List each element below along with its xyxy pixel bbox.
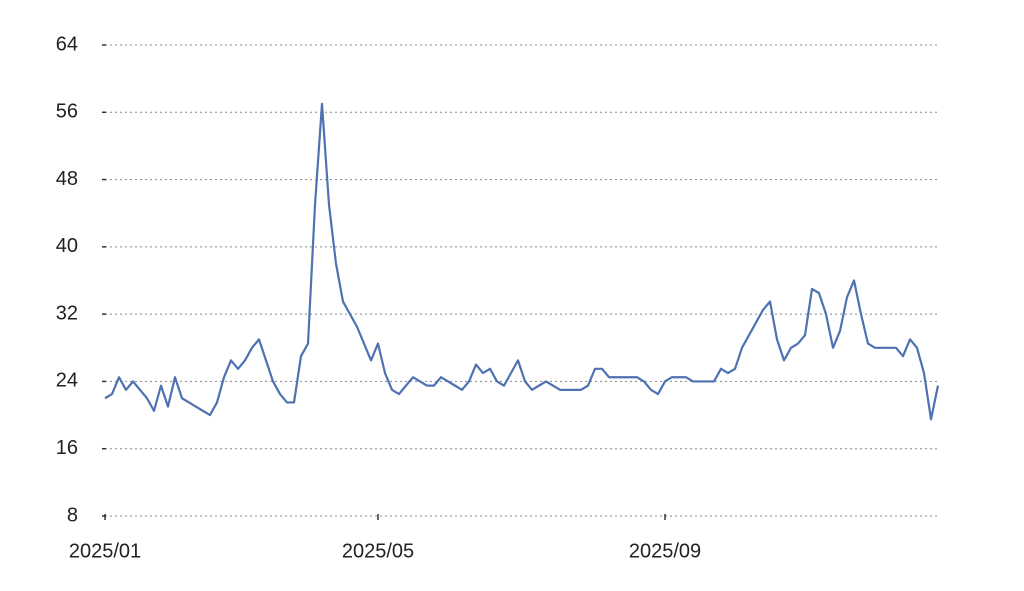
y-tick-label: 16 (56, 437, 78, 459)
y-tick-label: 24 (56, 370, 78, 392)
x-tick-label: 2025/09 (629, 540, 701, 562)
y-tick-label: 56 (56, 101, 78, 123)
y-tick-label: 48 (56, 168, 78, 190)
y-tick-label: 64 (56, 33, 78, 55)
y-tick-label: 32 (56, 302, 78, 324)
x-tick-label: 2025/05 (342, 540, 414, 562)
data-line (104, 102, 940, 421)
x-tick-label: 2025/01 (69, 540, 141, 562)
y-tick-label: 8 (67, 504, 78, 526)
y-tick-label: 40 (56, 235, 78, 257)
